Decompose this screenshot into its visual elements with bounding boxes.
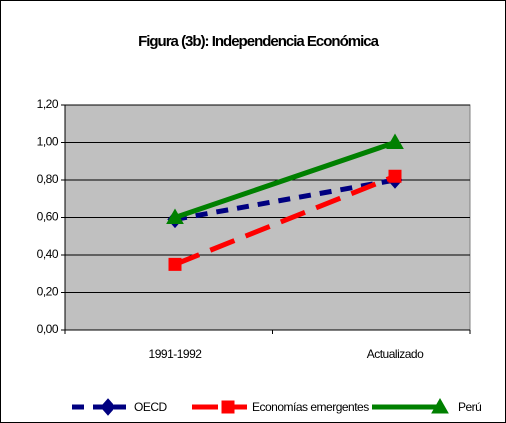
legend-marker <box>100 398 116 416</box>
y-tick-label: 1,00 <box>37 135 59 149</box>
legend-marker <box>431 397 449 414</box>
legend-label: Economías emergentes <box>252 400 369 414</box>
x-tick-label: Actualizado <box>367 347 424 361</box>
legend-marker <box>221 400 235 414</box>
legend-label: OECD <box>134 400 168 414</box>
data-point <box>386 133 404 149</box>
series-line <box>174 140 396 220</box>
y-tick-label: 0,20 <box>37 285 59 299</box>
data-point <box>388 169 402 183</box>
y-tick-label: 0,00 <box>37 322 59 336</box>
data-point <box>166 208 184 224</box>
x-tick-label: 1991-1992 <box>149 347 203 361</box>
y-tick-label: 0,40 <box>37 247 59 261</box>
y-tick-label: 0,80 <box>37 172 59 186</box>
chart-title: Figura (3b): Independencia Económica <box>138 33 380 50</box>
legend-label: Perú <box>458 400 481 414</box>
series-line <box>174 177 396 222</box>
y-tick-label: 1,20 <box>37 97 59 111</box>
data-point <box>168 257 182 271</box>
series-line <box>174 173 396 267</box>
y-tick-label: 0,60 <box>37 210 59 224</box>
